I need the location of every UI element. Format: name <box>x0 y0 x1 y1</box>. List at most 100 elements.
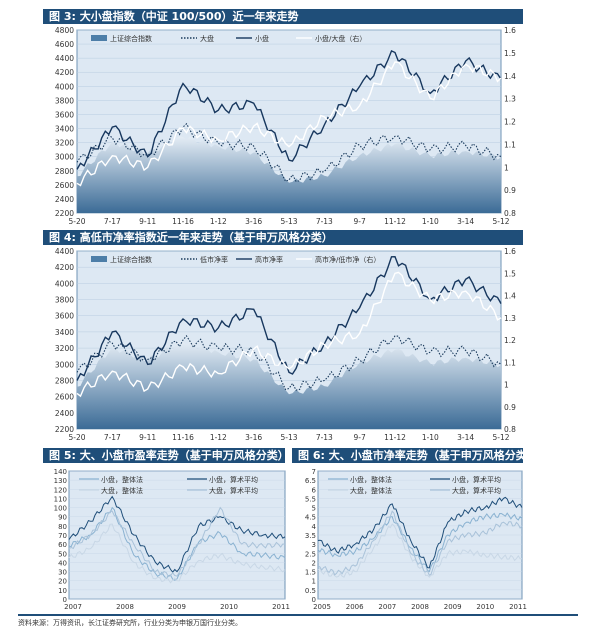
y-tick-label: 80 <box>58 523 67 531</box>
y-tick-label: 6 <box>312 486 317 494</box>
y-tick-label: 4 <box>312 523 317 531</box>
x-tick-label: 3-14 <box>457 433 474 442</box>
y-tick-label: 0 <box>63 596 67 604</box>
x-tick-label: 2011 <box>509 603 527 611</box>
x-tick-label: 5-12 <box>492 433 509 442</box>
x-tick-label: 9-7 <box>354 217 366 226</box>
legend-label: 低市净率 <box>200 255 228 264</box>
y-right-tick-label: 1.6 <box>504 247 516 256</box>
y-left-tick-label: 4000 <box>55 279 74 288</box>
y-left-tick-label: 4200 <box>55 68 74 77</box>
y-left-tick-label: 3400 <box>55 328 74 337</box>
y-left-tick-label: 2800 <box>55 167 74 176</box>
x-tick-label: 2010 <box>220 603 238 611</box>
y-right-tick-label: 1.5 <box>504 269 516 278</box>
y-tick-label: 1 <box>312 578 316 586</box>
y-left-tick-label: 2200 <box>55 209 74 218</box>
x-tick-label: 5-20 <box>68 433 85 442</box>
x-tick-label: 2011 <box>272 603 290 611</box>
series-line <box>76 334 502 391</box>
x-tick-label: 2005 <box>313 603 331 611</box>
y-tick-label: 2 <box>312 559 316 567</box>
x-tick-label: 3-16 <box>245 217 262 226</box>
y-tick-label: 20 <box>58 578 67 586</box>
series-line <box>76 49 502 170</box>
y-tick-label: 110 <box>54 495 67 503</box>
y-right-tick-label: 1.5 <box>504 49 516 58</box>
figure4-chart: 2200 2400 2600 2800 3000 3200 3400 3600 3800 4000… <box>55 247 516 442</box>
y-left-tick-label: 4400 <box>55 247 74 256</box>
x-tick-label: 2006 <box>346 603 364 611</box>
y-tick-label: 6.5 <box>305 477 316 485</box>
figure4-title: 图 4: 高低市净率指数近一年来走势（基于申万风格分类） <box>43 230 523 245</box>
y-right-tick-label: 0.9 <box>504 186 516 195</box>
legend-label: 大盘，算术平均 <box>452 486 501 495</box>
y-left-tick-label: 2600 <box>55 181 74 190</box>
y-tick-label: 100 <box>54 505 67 513</box>
y-right-tick-label: 1.1 <box>504 358 516 367</box>
y-left-tick-label: 2400 <box>55 195 74 204</box>
series-line <box>68 506 286 578</box>
x-tick-label: 1-12 <box>210 217 227 226</box>
x-tick-label: 2009 <box>444 603 462 611</box>
x-tick-label: 11-12 <box>384 433 406 442</box>
x-tick-label: 9-11 <box>139 433 156 442</box>
y-left-tick-label: 4600 <box>55 40 74 49</box>
y-tick-label: 0 <box>312 596 316 604</box>
series-line <box>68 495 286 573</box>
y-left-tick-label: 2400 <box>55 409 74 418</box>
y-tick-label: 1.5 <box>305 569 316 577</box>
series-line <box>76 122 502 183</box>
legend-label: 小盘，算术平均 <box>209 475 258 484</box>
y-tick-label: 2.5 <box>305 550 316 558</box>
y-right-tick-label: 0.9 <box>504 403 516 412</box>
series-line <box>317 512 523 573</box>
y-right-tick-label: 1 <box>504 381 509 390</box>
y-tick-label: 7 <box>312 468 316 476</box>
x-tick-label: 9-11 <box>139 217 156 226</box>
x-tick-label: 2010 <box>476 603 494 611</box>
x-tick-label: 11-12 <box>384 217 406 226</box>
x-tick-label: 5-13 <box>280 433 297 442</box>
y-tick-label: 10 <box>58 587 67 595</box>
x-tick-label: 5-12 <box>492 217 509 226</box>
y-left-tick-label: 3800 <box>55 96 74 105</box>
y-left-tick-label: 3600 <box>55 312 74 321</box>
legend-label: 大盘，整体法 <box>101 486 143 495</box>
legend-label: 大盘 <box>200 34 214 43</box>
figure3-title: 图 3: 大小盘指数（中证 100/500）近一年来走势 <box>43 9 523 24</box>
series-line <box>317 510 523 576</box>
legend-label: 小盘 <box>255 34 269 43</box>
y-left-tick-label: 3000 <box>55 153 74 162</box>
y-right-tick-label: 1.3 <box>504 95 516 104</box>
legend-label: 高市净率 <box>255 255 283 264</box>
source-footnote: 资料来源：万得资讯，长江证券研究所，行业分类为申银万国行业分类。 <box>18 614 578 632</box>
legend-label: 大盘，整体法 <box>350 486 392 495</box>
y-tick-label: 3 <box>312 541 316 549</box>
x-tick-label: 7-17 <box>104 433 121 442</box>
y-left-tick-label: 3400 <box>55 125 74 134</box>
y-tick-label: 5.5 <box>305 495 316 503</box>
x-tick-label: 2009 <box>168 603 186 611</box>
x-tick-label: 1-12 <box>210 433 227 442</box>
x-tick-label: 7-13 <box>316 217 333 226</box>
y-left-tick-label: 3000 <box>55 360 74 369</box>
figure6-title: 图 6: 大、小盘市净率走势（基于申万风格分类） <box>292 448 523 463</box>
y-left-tick-label: 3800 <box>55 296 74 305</box>
x-tick-label: 1-10 <box>422 217 439 226</box>
x-tick-label: 3-16 <box>245 433 262 442</box>
y-right-tick-label: 0.8 <box>504 209 516 218</box>
x-tick-label: 7-17 <box>104 217 121 226</box>
y-left-tick-label: 2600 <box>55 393 74 402</box>
figure5-title: 图 5: 大、小盘市盈率走势（基于申万风格分类） <box>43 448 285 463</box>
legend-label: 小盘，算术平均 <box>452 475 501 484</box>
y-left-tick-label: 4400 <box>55 54 74 63</box>
y-tick-label: 70 <box>58 532 67 540</box>
series-line <box>317 496 523 569</box>
x-tick-label: 3-14 <box>457 217 474 226</box>
y-tick-label: 30 <box>58 569 67 577</box>
figure6-chart: 00.511.5 22.533.544.55 5.566.57 2005 2006 200… <box>305 468 527 611</box>
series-line <box>68 523 286 584</box>
y-tick-label: 0.5 <box>305 587 316 595</box>
